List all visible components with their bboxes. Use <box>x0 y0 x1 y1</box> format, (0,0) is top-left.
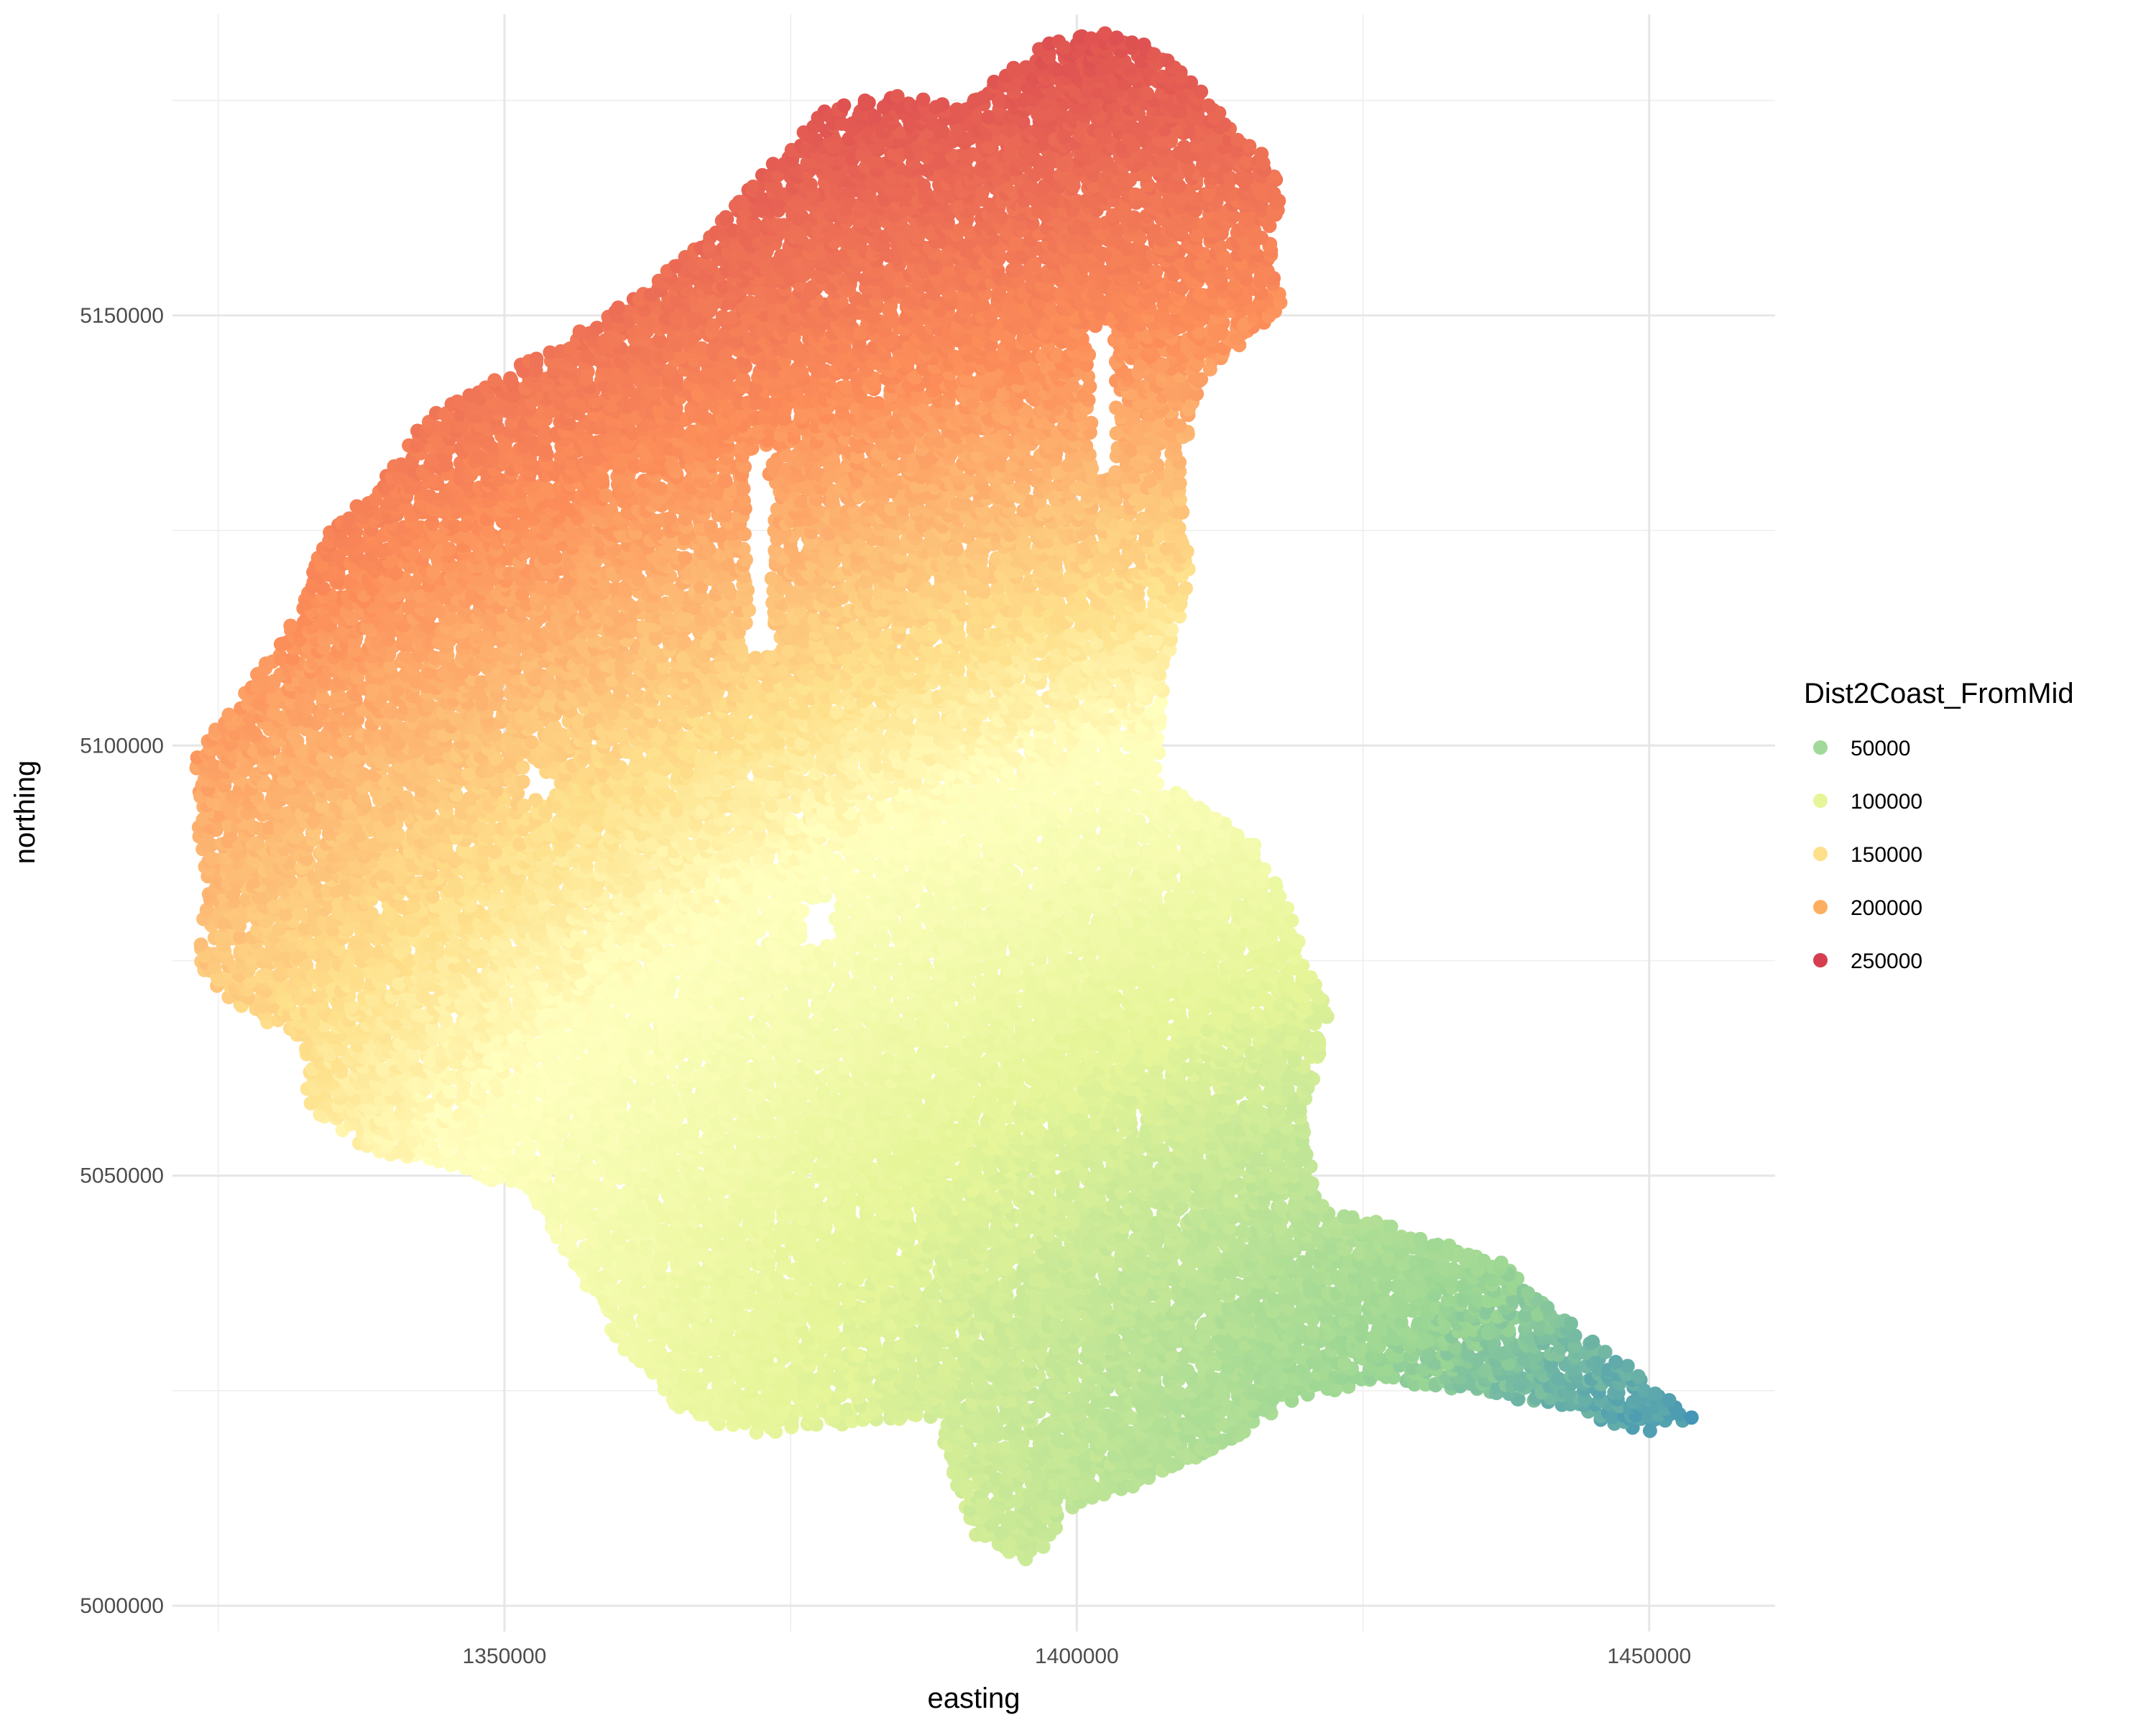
data-point <box>1229 1353 1244 1368</box>
data-point <box>899 1208 914 1223</box>
data-point <box>1008 1463 1023 1478</box>
data-point <box>694 1153 709 1168</box>
data-point <box>1476 1254 1491 1269</box>
data-point <box>1337 1209 1352 1224</box>
data-point <box>994 1525 1009 1540</box>
data-point <box>529 1100 544 1116</box>
data-point <box>1648 1386 1663 1401</box>
data-points <box>189 26 1699 1567</box>
data-point <box>1299 1147 1314 1162</box>
data-point <box>1598 1345 1613 1359</box>
data-point <box>1631 1368 1646 1384</box>
data-point <box>1442 1238 1457 1253</box>
data-point <box>1551 1371 1566 1386</box>
data-point <box>1461 1247 1476 1262</box>
data-point <box>1106 1333 1121 1347</box>
data-point <box>975 1494 990 1509</box>
data-point <box>1083 1477 1098 1492</box>
data-point <box>1585 1334 1600 1349</box>
data-point <box>682 1092 697 1107</box>
data-point <box>1368 1215 1383 1230</box>
data-point <box>465 1115 480 1130</box>
data-point <box>1521 1286 1536 1301</box>
data-point <box>1230 1277 1244 1292</box>
data-point <box>1273 1200 1289 1215</box>
data-point <box>959 1478 975 1494</box>
data-point <box>1608 1355 1623 1369</box>
data-point <box>1684 1410 1699 1425</box>
data-point <box>1123 1410 1138 1425</box>
data-point <box>1662 1393 1677 1408</box>
data-point <box>1004 1123 1018 1138</box>
data-point <box>1413 1231 1428 1246</box>
data-point <box>998 1485 1013 1500</box>
data-point <box>657 1223 672 1238</box>
data-point <box>852 1348 867 1363</box>
data-point <box>1540 1300 1555 1315</box>
data-point <box>1564 1316 1578 1331</box>
data-point <box>1131 1153 1146 1168</box>
data-point <box>1383 1219 1399 1234</box>
data-point <box>1180 1363 1195 1379</box>
data-point <box>1048 1502 1063 1517</box>
data-point <box>1003 1510 1018 1525</box>
data-point <box>1493 1255 1508 1270</box>
